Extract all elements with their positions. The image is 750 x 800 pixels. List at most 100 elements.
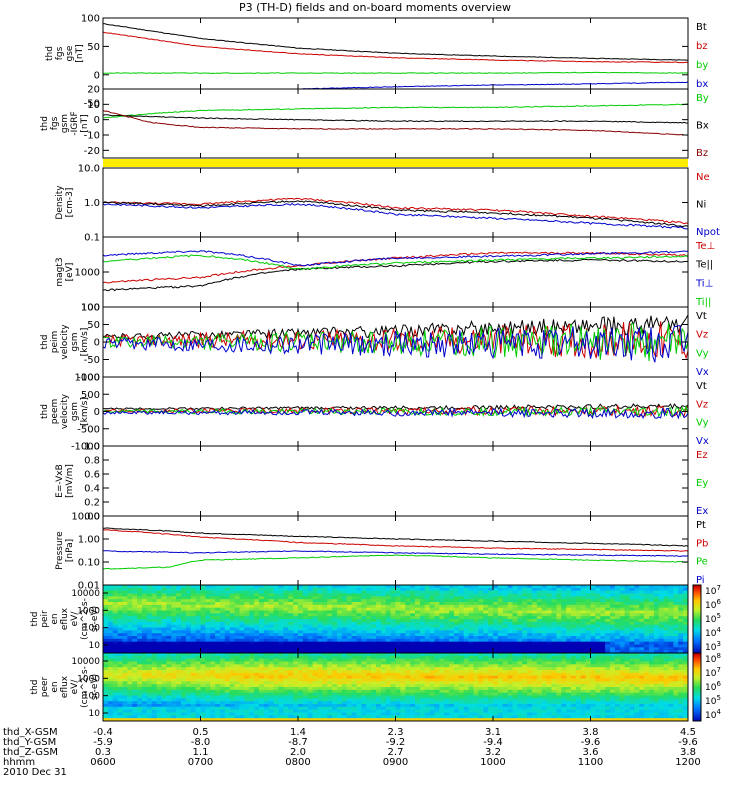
heatmap-cell: [127, 701, 133, 705]
heatmap-cell: [366, 599, 372, 603]
heatmap-cell: [317, 636, 323, 640]
heatmap-cell: [605, 599, 611, 603]
heatmap-cell: [439, 593, 445, 597]
heatmap-cell: [142, 692, 148, 696]
heatmap-cell: [190, 627, 197, 631]
heatmap-cell: [112, 650, 119, 654]
heatmap-cell: [356, 675, 362, 679]
heatmap-cell: [341, 653, 348, 657]
heatmap-cell: [380, 590, 387, 594]
heatmap-cell: [405, 658, 411, 662]
heatmap-cell: [439, 650, 445, 654]
legend-Bt: Bt: [696, 22, 707, 33]
heatmap-cell: [663, 613, 669, 617]
heatmap-cell: [302, 624, 309, 628]
heatmap-cell: [298, 624, 304, 628]
heatmap-cell: [341, 627, 348, 631]
heatmap-cell: [312, 596, 318, 600]
heatmap-cell: [190, 689, 197, 694]
heatmap-cell: [439, 675, 445, 679]
heatmap-cell: [463, 627, 470, 631]
heatmap-cell: [376, 681, 382, 685]
heatmap-cell: [595, 633, 601, 637]
heatmap-cell: [200, 602, 206, 606]
heatmap-cell: [224, 667, 231, 671]
heatmap-cell: [575, 616, 582, 620]
heatmap-cell: [488, 590, 494, 594]
heatmap-cell: [283, 655, 289, 660]
heatmap-cell: [439, 627, 445, 631]
heatmap-cell: [610, 602, 616, 606]
heatmap-cell: [546, 627, 552, 631]
heatmap-cell: [112, 664, 119, 668]
heatmap-cell: [410, 585, 416, 589]
heatmap-cell: [244, 695, 250, 699]
heatmap-cell: [366, 627, 372, 631]
heatmap-cell: [185, 715, 192, 719]
heatmap-cell: [507, 590, 513, 594]
heatmap-cell: [210, 664, 216, 668]
heatmap-cell: [293, 687, 299, 691]
heatmap-cell: [307, 621, 314, 626]
heatmap-cell: [600, 621, 606, 626]
y-tick-label: 0: [94, 70, 100, 81]
heatmap-cell: [161, 681, 167, 685]
heatmap-cell: [361, 687, 367, 691]
heatmap-cell: [273, 653, 279, 657]
heatmap-cell: [405, 585, 411, 589]
heatmap-cell: [278, 715, 284, 719]
heatmap-cell: [571, 641, 577, 645]
heatmap-cell: [190, 687, 197, 691]
heatmap-cell: [249, 610, 255, 614]
colorbar-cell: [693, 649, 701, 652]
heatmap-cell: [376, 636, 382, 640]
heatmap-cell: [322, 607, 328, 611]
heatmap-cell: [385, 692, 392, 696]
heatmap-cell: [385, 698, 392, 702]
heatmap-cell: [122, 658, 128, 662]
heatmap-cell: [376, 672, 382, 677]
heatmap-cell: [161, 590, 167, 594]
heatmap-cell: [332, 593, 338, 597]
heatmap-cell: [332, 672, 338, 677]
heatmap-cell: [298, 698, 304, 702]
heatmap-cell: [132, 638, 138, 643]
heatmap-cell: [575, 627, 582, 631]
heatmap-cell: [385, 718, 392, 722]
heatmap-cell: [176, 661, 182, 665]
heatmap-cell: [424, 715, 431, 719]
heatmap-cell: [112, 630, 119, 634]
heatmap-cell: [268, 599, 275, 603]
heatmap-cell: [307, 704, 314, 708]
heatmap-cell: [532, 613, 538, 617]
heatmap-cell: [341, 596, 348, 600]
heatmap-cell: [298, 678, 304, 682]
heatmap-cell: [254, 712, 260, 716]
heatmap-cell: [229, 610, 236, 614]
heatmap-cell: [107, 624, 114, 628]
y-tick-label: 1.00: [78, 535, 100, 546]
heatmap-cell: [190, 590, 197, 594]
heatmap-cell: [410, 587, 416, 592]
heatmap-cell: [429, 619, 435, 623]
heatmap-cell: [190, 678, 197, 682]
heatmap-cell: [346, 695, 353, 699]
heatmap-cell: [171, 630, 177, 634]
heatmap-cell: [424, 664, 431, 668]
heatmap-cell: [522, 585, 528, 589]
heatmap-cell: [424, 704, 431, 708]
heatmap-cell: [117, 636, 123, 640]
heatmap-cell: [405, 610, 411, 614]
heatmap-cell: [268, 672, 275, 677]
heatmap-cell: [658, 596, 665, 600]
heatmap-cell: [229, 644, 236, 648]
heatmap-cell: [103, 667, 109, 671]
heatmap-cell: [200, 715, 206, 719]
heatmap-cell: [415, 633, 421, 637]
y-tick-label: -100: [77, 373, 100, 384]
heatmap-cell: [668, 650, 674, 654]
heatmap-cell: [103, 621, 109, 626]
heatmap-cell: [171, 599, 177, 603]
heatmap-cell: [600, 616, 606, 620]
heatmap-cell: [337, 658, 343, 662]
